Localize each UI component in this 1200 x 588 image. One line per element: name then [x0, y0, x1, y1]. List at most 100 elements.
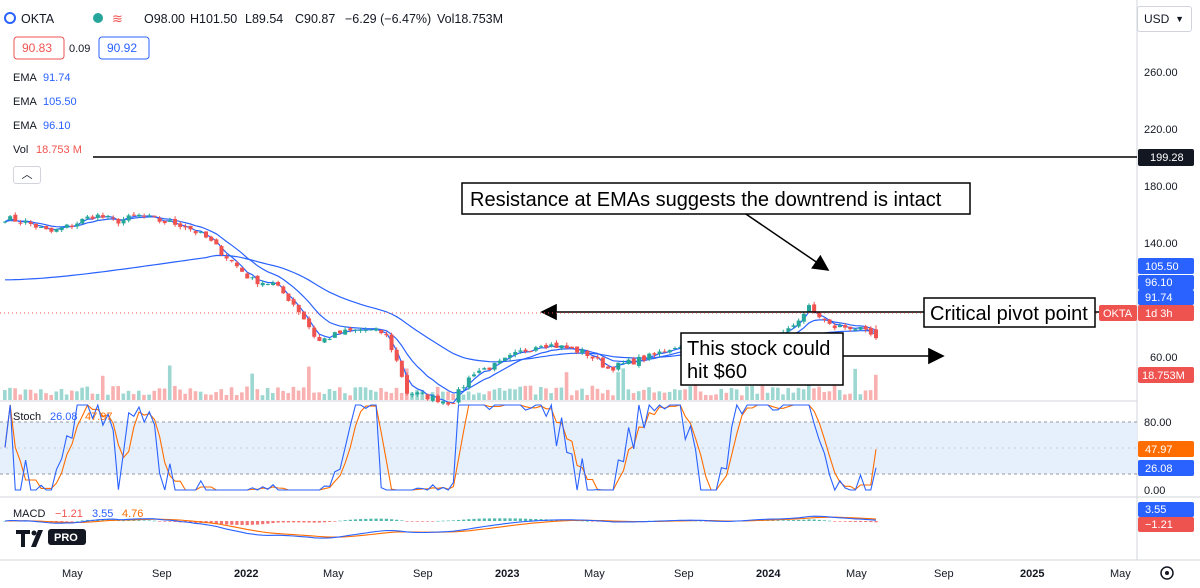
- macd-histogram-bar: [271, 521, 275, 524]
- macd-histogram-bar: [379, 518, 383, 521]
- collapse-legend-button[interactable]: ︿: [13, 166, 41, 184]
- macd-histogram-bar: [328, 521, 332, 522]
- volume-bar: [636, 391, 641, 400]
- price-tick: 260.00: [1144, 67, 1178, 79]
- volume-bar: [652, 392, 656, 400]
- ema3-value: 96.10: [43, 120, 71, 132]
- candle-body: [796, 320, 801, 327]
- wave-icon[interactable]: ≋: [112, 11, 123, 26]
- candle-body: [100, 215, 105, 218]
- macd-histogram-bar: [333, 521, 337, 522]
- candle-body: [399, 360, 404, 377]
- macd-histogram-bar: [781, 520, 785, 521]
- candle-body: [492, 362, 497, 370]
- macd-histogram-bar: [786, 520, 790, 521]
- settings-gear-icon[interactable]: [1160, 566, 1174, 580]
- volume-bar: [131, 394, 136, 400]
- candle-body: [410, 394, 415, 396]
- macd-histogram-bar: [292, 521, 296, 523]
- vol-label[interactable]: Vol: [13, 144, 28, 156]
- volume-bar: [719, 388, 723, 400]
- ema3-label[interactable]: EMA: [13, 120, 38, 132]
- macd-histogram-bar: [828, 520, 832, 522]
- volume-bar: [626, 389, 631, 400]
- volume-bar: [379, 388, 383, 400]
- macd-histogram-bar: [431, 521, 435, 522]
- volume-bar: [657, 391, 662, 400]
- volume-bar: [729, 387, 734, 400]
- candle-body: [487, 367, 492, 370]
- volume-bar: [776, 387, 780, 400]
- symbol-name[interactable]: OKTA: [21, 12, 55, 26]
- stoch-band: [0, 422, 1137, 474]
- volume-bar: [301, 387, 306, 400]
- volume-bar: [234, 395, 239, 400]
- macd-histogram-bar: [864, 521, 868, 522]
- candle-body: [147, 215, 152, 217]
- volume-bar: [198, 391, 203, 400]
- macd-histogram-bar: [534, 518, 538, 521]
- macd-histogram-bar: [389, 519, 394, 521]
- pivot-callout[interactable]: Critical pivot point: [923, 297, 1096, 328]
- macd-histogram-bar: [230, 521, 234, 525]
- stoch-axis[interactable]: 80.00 47.97 26.08 0.00: [1138, 417, 1194, 497]
- volume-bar: [193, 391, 198, 400]
- resistance-callout[interactable]: Resistance at EMAs suggests the downtren…: [461, 182, 971, 215]
- volume-bar: [204, 394, 208, 400]
- macd-histogram-bar: [374, 518, 378, 521]
- volume-bar: [791, 392, 796, 400]
- macd-histogram-bar: [132, 520, 136, 521]
- candle-body: [874, 329, 878, 339]
- ema1-value: 91.74: [43, 72, 71, 84]
- candle-body: [791, 325, 796, 327]
- candle-body: [435, 395, 440, 403]
- macd-axis[interactable]: 3.55 −1.21: [1138, 502, 1194, 532]
- ask-price[interactable]: 90.92: [107, 41, 137, 55]
- candle-body: [539, 346, 543, 348]
- time-axis[interactable]: May Sep 2022 May Sep 2023 May Sep 2024 M…: [62, 568, 1131, 580]
- resistance-text: Resistance at EMAs suggests the downtren…: [470, 189, 942, 211]
- macd-histogram-bar: [75, 520, 79, 522]
- price-axis[interactable]: 260.00 220.00 180.00 140.00 60.00 199.28…: [1099, 67, 1194, 383]
- volume-bar: [606, 389, 610, 400]
- candle-body: [807, 305, 811, 313]
- candle-body: [137, 214, 141, 217]
- volume-bar: [853, 368, 857, 400]
- ema2-label[interactable]: EMA: [13, 96, 38, 108]
- candle-body: [415, 392, 420, 395]
- candle-body: [142, 215, 147, 217]
- candle-body: [131, 214, 136, 216]
- volume-bar: [765, 392, 770, 400]
- macd-histogram-bar: [529, 518, 533, 521]
- candle-body: [59, 227, 64, 231]
- volume-bar: [647, 387, 651, 400]
- macd-label[interactable]: MACD: [13, 508, 45, 520]
- candle-body: [606, 366, 610, 369]
- chevron-down-icon: ▼: [1175, 14, 1184, 24]
- bid-price[interactable]: 90.83: [22, 41, 52, 55]
- chevron-up-icon: ︿: [21, 169, 33, 181]
- macd-histogram-bar: [281, 521, 285, 523]
- target-callout[interactable]: This stock could hit $60: [680, 332, 844, 386]
- macd-histogram-bar: [420, 521, 425, 522]
- macd-line: [4, 515, 877, 539]
- macd-histogram-bar: [791, 520, 796, 521]
- volume-bar: [80, 387, 84, 400]
- macd-histogram-bar: [853, 521, 857, 522]
- volume-bar: [39, 389, 43, 400]
- candle-body: [90, 216, 95, 219]
- target-text-line2: hit $60: [687, 361, 747, 383]
- candle-body: [240, 267, 245, 272]
- market-status-icon[interactable]: [93, 13, 103, 23]
- macd-histogram-bar: [101, 519, 105, 521]
- stoch-k-line: [4, 402, 877, 492]
- volume-bar: [111, 386, 115, 400]
- stoch-label[interactable]: Stoch: [13, 411, 41, 423]
- symbol-tag: OKTA: [1103, 308, 1133, 320]
- candle-body: [616, 362, 621, 370]
- currency-selector[interactable]: USD ▼: [1137, 6, 1192, 32]
- candle-body: [106, 215, 111, 217]
- time-tick: Sep: [152, 568, 172, 580]
- ema1-label[interactable]: EMA: [13, 72, 38, 84]
